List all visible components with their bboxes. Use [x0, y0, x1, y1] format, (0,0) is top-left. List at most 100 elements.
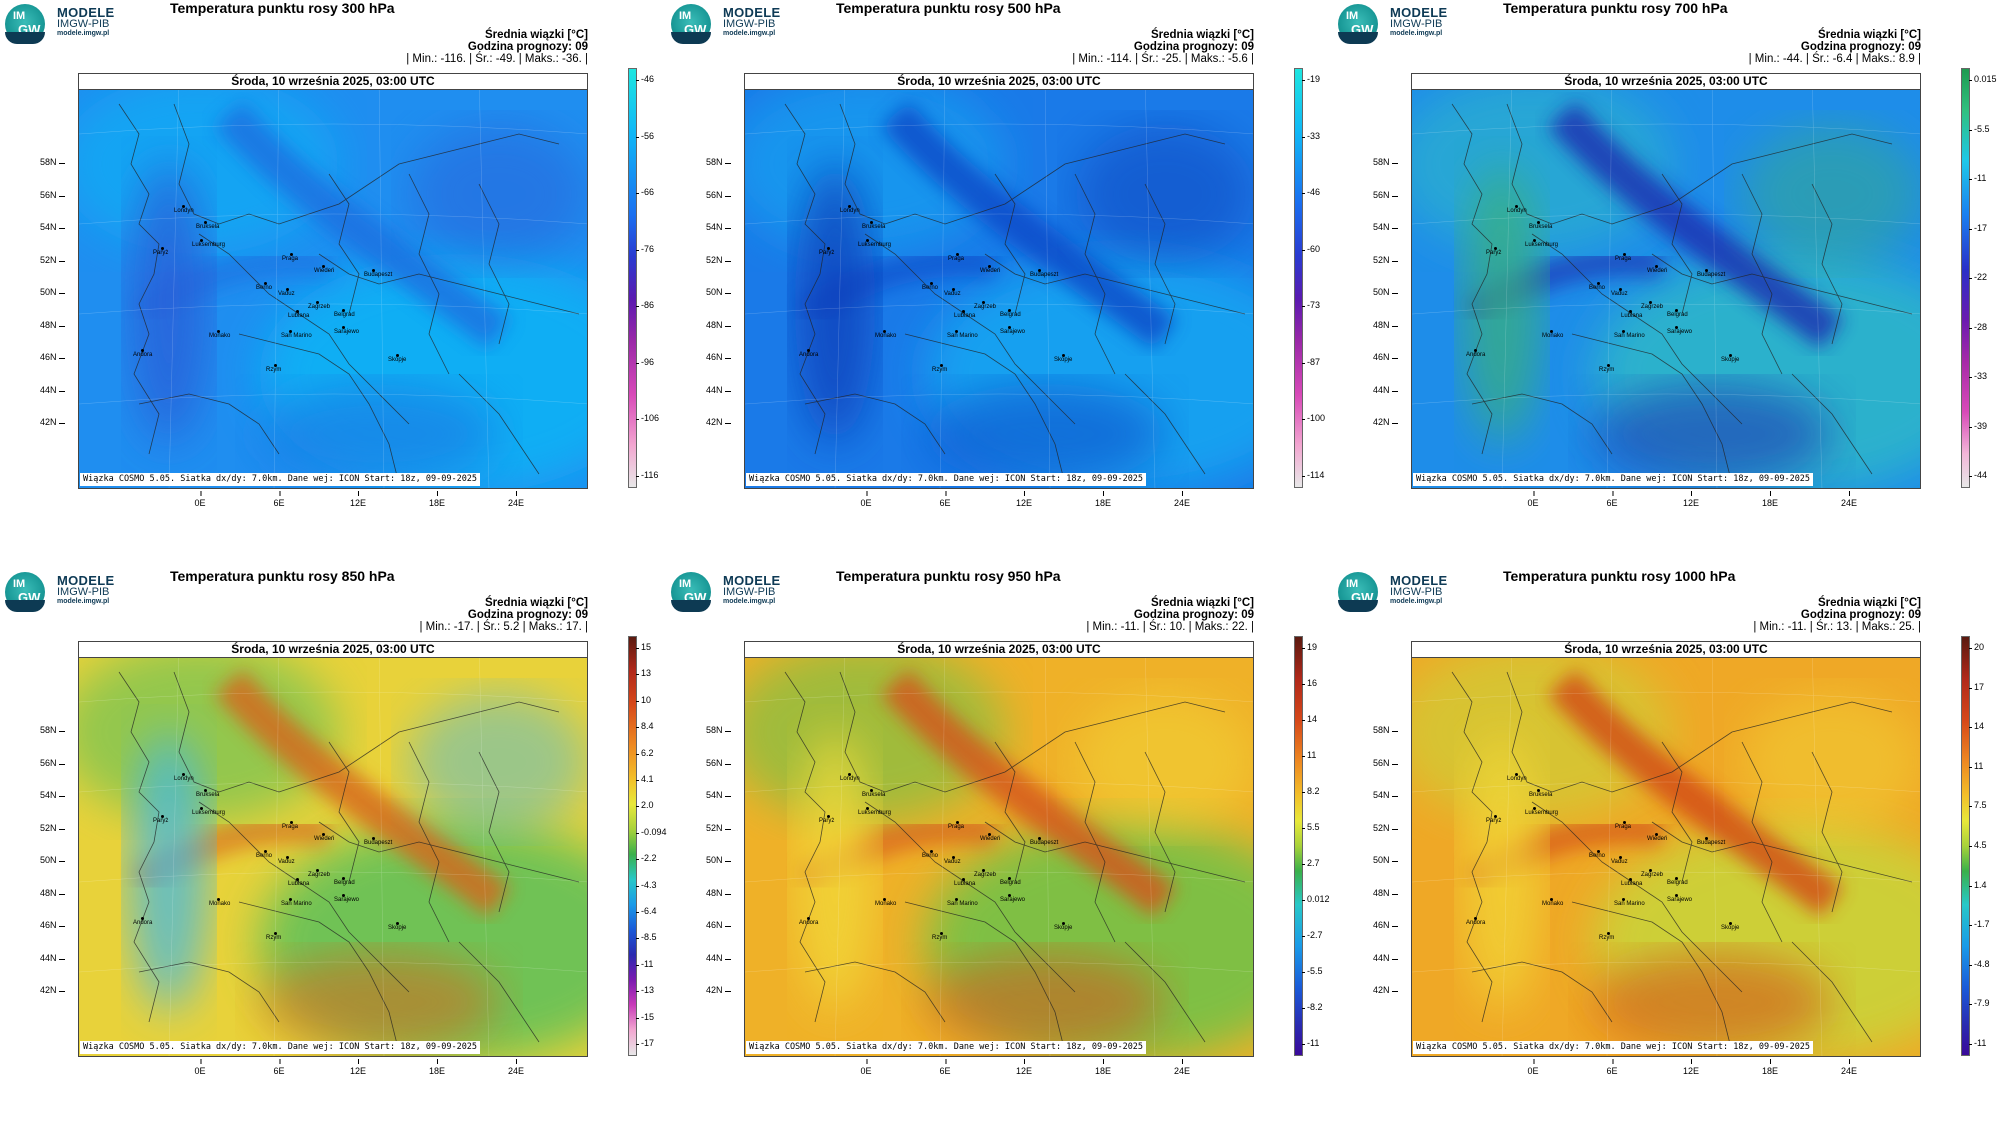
latitude-label: 58N: [1373, 157, 1397, 167]
color-scale-label: -22: [1968, 272, 1988, 282]
map-panel: IM GW MODELE IMGW-PIB modele.imgw.pl Temperat…: [666, 568, 1332, 1136]
city-marker: [1649, 869, 1652, 872]
color-scale-label: -5.5: [1302, 966, 1323, 976]
imgw-logo-icon: IM GW: [671, 572, 711, 612]
color-scale-label: -1.7: [1969, 919, 1990, 930]
city-label: Praga: [948, 256, 965, 262]
color-scale-label: -8.5: [636, 932, 657, 943]
color-scale-label: -33: [1968, 371, 1988, 381]
longitude-label: 0E: [1527, 491, 1539, 508]
color-scale-label: 8.2: [1302, 786, 1320, 796]
city-label: Paryż: [153, 250, 169, 256]
city-label: Rzym: [266, 367, 282, 373]
city-marker: [342, 877, 345, 880]
city-label: Wiedeń: [1647, 836, 1668, 842]
city-marker: [289, 330, 292, 333]
color-scale-label: -13: [635, 985, 655, 996]
latitude-label: 52N: [706, 823, 730, 833]
longitude-label: 24E: [1840, 491, 1858, 508]
dewpoint-field-map: Londyn Bruksela Paryż Luksemburg Praga Wiedeń…: [78, 641, 588, 1057]
brand-name: MODELE: [723, 5, 781, 20]
latitude-label: 48N: [1373, 320, 1397, 330]
longitude-label: 0E: [194, 491, 206, 508]
latitude-label: 56N: [706, 190, 730, 200]
longitude-label: 0E: [860, 491, 872, 508]
city-label: San Marino: [1614, 333, 1645, 339]
city-label: Zagrzeb: [974, 304, 997, 310]
longitude-label: 18E: [1094, 1059, 1112, 1076]
city-marker: [940, 364, 943, 367]
longitude-label: 0E: [194, 1059, 206, 1076]
city-label: Bruksela: [1529, 224, 1553, 230]
city-marker: [289, 898, 292, 901]
latitude-label: 54N: [706, 790, 730, 800]
latitude-label: 56N: [1373, 190, 1397, 200]
city-label: Luksemburg: [192, 810, 226, 816]
city-marker: [290, 821, 293, 824]
city-marker: [316, 869, 319, 872]
city-marker: [342, 309, 345, 312]
city-label: Monako: [875, 333, 897, 339]
city-label: Andora: [133, 920, 153, 926]
latitude-label: 50N: [706, 287, 730, 297]
latitude-label: 58N: [706, 157, 730, 167]
model-credit: Wiązka COSMO 5.05. Siatka dx/dy: 7.0km. …: [80, 473, 481, 486]
city-label: Zagrzeb: [308, 304, 331, 310]
brand-url: modele.imgw.pl: [723, 30, 776, 37]
city-label: Lublana: [288, 881, 310, 887]
city-label: Wiedeń: [1647, 268, 1668, 274]
city-label: Andora: [1466, 352, 1486, 358]
longitude-label: 24E: [507, 491, 525, 508]
longitude-label: 6E: [939, 491, 951, 508]
longitude-label: 18E: [1094, 491, 1112, 508]
city-marker: [1655, 265, 1658, 268]
longitude-label: 6E: [939, 1059, 951, 1076]
city-label: Bruksela: [196, 224, 220, 230]
color-scale-label: 5.5: [1302, 822, 1320, 832]
color-scale-label: -44: [1968, 470, 1988, 480]
city-label: Budapeszt: [364, 272, 393, 278]
longitude-label: 18E: [1761, 491, 1779, 508]
color-scale-label: -7.9: [1969, 998, 1990, 1009]
city-marker: [1705, 269, 1708, 272]
latitude-label: 42N: [706, 417, 730, 427]
city-marker: [322, 265, 325, 268]
city-marker: [952, 856, 955, 859]
city-label: Rzym: [1599, 935, 1615, 941]
city-marker: [1533, 239, 1536, 242]
city-label: Andora: [799, 352, 819, 358]
city-marker: [322, 833, 325, 836]
city-label: Praga: [282, 824, 299, 830]
model-credit: Wiązka COSMO 5.05. Siatka dx/dy: 7.0km. …: [80, 1041, 481, 1054]
city-label: Budapeszt: [364, 840, 393, 846]
city-marker: [940, 932, 943, 935]
brand-org: IMGW-PIB: [57, 18, 110, 30]
forecast-hour: Godzina prognozy: 09: [467, 609, 588, 621]
city-marker: [274, 932, 277, 935]
city-label: Vaduz: [1611, 291, 1628, 297]
city-marker: [372, 269, 375, 272]
city-label: Lublana: [954, 313, 976, 319]
city-label: Sarajewo: [334, 897, 360, 903]
city-marker: [161, 247, 164, 250]
latitude-label: 44N: [706, 385, 730, 395]
color-scale-label: 14: [1301, 714, 1318, 724]
city-marker: [807, 349, 810, 352]
imgw-logo-icon: IM GW: [5, 4, 45, 44]
color-scale-label: -73: [1301, 300, 1321, 311]
city-label: Berno: [256, 853, 273, 859]
city-label: Praga: [1615, 256, 1632, 262]
color-scale-bar: [1294, 636, 1303, 1056]
color-scale-label: -17: [635, 1038, 655, 1048]
model-credit: Wiązka COSMO 5.05. Siatka dx/dy: 7.0km. …: [1413, 1041, 1814, 1054]
city-label: Wiedeń: [980, 268, 1001, 274]
model-credit: Wiązka COSMO 5.05. Siatka dx/dy: 7.0km. …: [746, 1041, 1147, 1054]
latitude-label: 44N: [1373, 953, 1397, 963]
city-marker: [1597, 282, 1600, 285]
city-marker: [955, 330, 958, 333]
city-label: Berno: [1589, 285, 1606, 291]
latitude-label: 42N: [40, 985, 64, 995]
city-label: Londyn: [174, 776, 194, 782]
color-scale-label: -11: [1968, 173, 1987, 183]
brand-name: MODELE: [723, 573, 781, 588]
